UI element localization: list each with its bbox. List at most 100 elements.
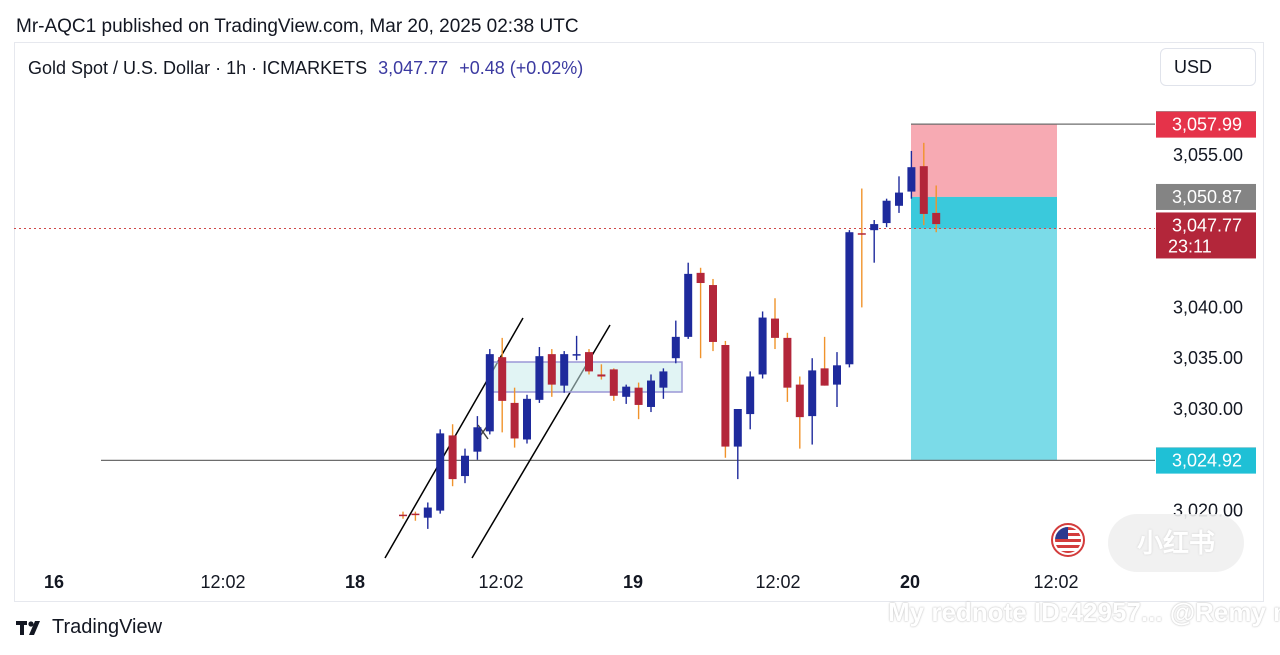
position-zones [911, 124, 1057, 461]
candle-body [696, 272, 705, 284]
trend-channel-drawings [384, 317, 683, 559]
candle [547, 349, 556, 397]
candle-body [597, 374, 606, 377]
price-tag: 3,057.99 [1156, 111, 1256, 138]
candle-body [523, 398, 531, 440]
candle [411, 511, 420, 521]
tradingview-logo[interactable]: TradingView [16, 616, 162, 639]
price-tags: 3,058.043,057.993,050.873,047.7723:113,0… [1156, 111, 1256, 474]
candle-body [746, 376, 755, 415]
candle-body [609, 369, 618, 396]
candle-body [932, 212, 941, 225]
candle [560, 351, 569, 393]
candle [932, 185, 941, 233]
candle-body [758, 317, 767, 375]
currency-button[interactable]: USD [1160, 48, 1256, 86]
candle-body [684, 273, 693, 337]
candle-body [907, 167, 916, 192]
symbol-bar: Gold Spot / U.S. Dollar · 1h · ICMARKETS… [28, 58, 583, 79]
us-flag-icon[interactable] [1051, 523, 1085, 557]
candle-body [647, 380, 655, 407]
price-tag: 3,024.92 [1156, 447, 1256, 474]
candle [696, 267, 705, 359]
price-tag-countdown: 23:11 [1168, 236, 1212, 256]
price-tick-label: 3,035.00 [1173, 348, 1243, 368]
candle [733, 409, 742, 480]
price-tick-label: 3,055.00 [1173, 145, 1243, 165]
candle [857, 188, 866, 308]
candle [647, 374, 655, 413]
candle [510, 387, 519, 448]
candle-body [795, 384, 804, 418]
time-tick-label: 12:02 [478, 572, 523, 592]
candle [808, 358, 817, 445]
candle-body [808, 370, 817, 417]
candle-body [857, 233, 866, 235]
last-price: 3,047.77 [378, 58, 449, 78]
chart-frame[interactable] [14, 42, 1264, 602]
candle-body [399, 514, 407, 517]
candle [721, 340, 730, 458]
candle [622, 384, 631, 404]
price-tag-label: 3,047.77 [1172, 215, 1242, 235]
candle [709, 278, 717, 352]
candle [572, 335, 581, 361]
candle-body [411, 513, 420, 516]
candle-body [833, 365, 841, 385]
candle [535, 347, 544, 403]
candle [684, 262, 693, 339]
candle-body [560, 354, 569, 386]
take-profit-zone [911, 196, 1057, 461]
candle-body [547, 354, 556, 385]
price-tag-box [1156, 111, 1256, 138]
time-tick-label: 16 [44, 572, 64, 592]
candle-body [870, 224, 879, 231]
candle [671, 320, 680, 364]
candle [597, 364, 606, 380]
candle [820, 336, 829, 386]
candle [845, 230, 854, 368]
candle [659, 368, 668, 399]
price-tag-label: 3,050.87 [1172, 187, 1242, 207]
price-axis: 3,020.003,030.003,035.003,040.003,055.00 [1173, 145, 1243, 521]
candle [919, 142, 928, 226]
price-tag-box [1156, 183, 1256, 210]
rednote-badge: 小红书 [1108, 514, 1244, 572]
candle [585, 349, 593, 375]
candle [882, 198, 891, 228]
candle-body [845, 232, 854, 365]
candle [758, 311, 767, 379]
candle [895, 176, 903, 213]
price-tag-box [1156, 447, 1256, 474]
stop-loss-zone [911, 124, 1057, 197]
candle [609, 368, 618, 401]
candle-body [572, 354, 581, 356]
candle-body [721, 344, 730, 447]
candle-body [473, 427, 482, 452]
candle-body [671, 336, 680, 359]
price-tick-label: 3,030.00 [1173, 399, 1243, 419]
candle [461, 448, 469, 484]
time-tick-label: 19 [623, 572, 643, 592]
candle-body [733, 409, 742, 447]
candle [448, 424, 457, 487]
candles [399, 142, 941, 529]
candle [523, 394, 531, 444]
candle-body [448, 435, 457, 480]
candle-body [585, 352, 593, 372]
candle-body [510, 402, 519, 439]
candle-body [919, 166, 928, 214]
candle-body [423, 507, 432, 518]
candle [423, 502, 432, 529]
candle [795, 376, 804, 449]
candle-body [709, 285, 717, 342]
watermark-text: My rednote ID:42957... @Remy ma [888, 597, 1280, 627]
price-change: +0.48 (+0.02%) [459, 58, 584, 78]
candle-body [622, 386, 631, 397]
candle [783, 332, 792, 402]
candle-body [436, 433, 445, 511]
candle [833, 352, 841, 407]
time-tick-label: 12:02 [200, 572, 245, 592]
